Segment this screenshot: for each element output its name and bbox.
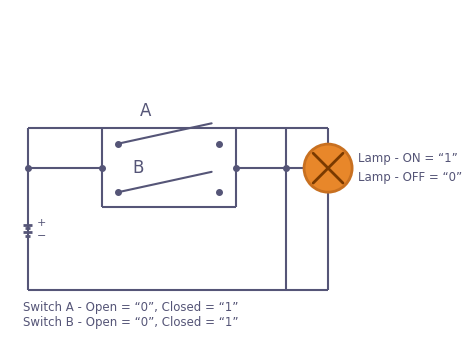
Text: A: A <box>140 102 152 120</box>
Circle shape <box>304 144 352 192</box>
Text: Switch A - Open = “0”, Closed = “1”: Switch A - Open = “0”, Closed = “1” <box>23 301 238 314</box>
Text: Lamp - ON = “1”: Lamp - ON = “1” <box>358 153 457 165</box>
Text: Switch B - Open = “0”, Closed = “1”: Switch B - Open = “0”, Closed = “1” <box>23 316 238 329</box>
Text: +: + <box>37 218 46 228</box>
Text: −: − <box>37 231 46 241</box>
Text: Lamp - OFF = “0”: Lamp - OFF = “0” <box>358 171 462 184</box>
Text: B: B <box>132 159 144 177</box>
